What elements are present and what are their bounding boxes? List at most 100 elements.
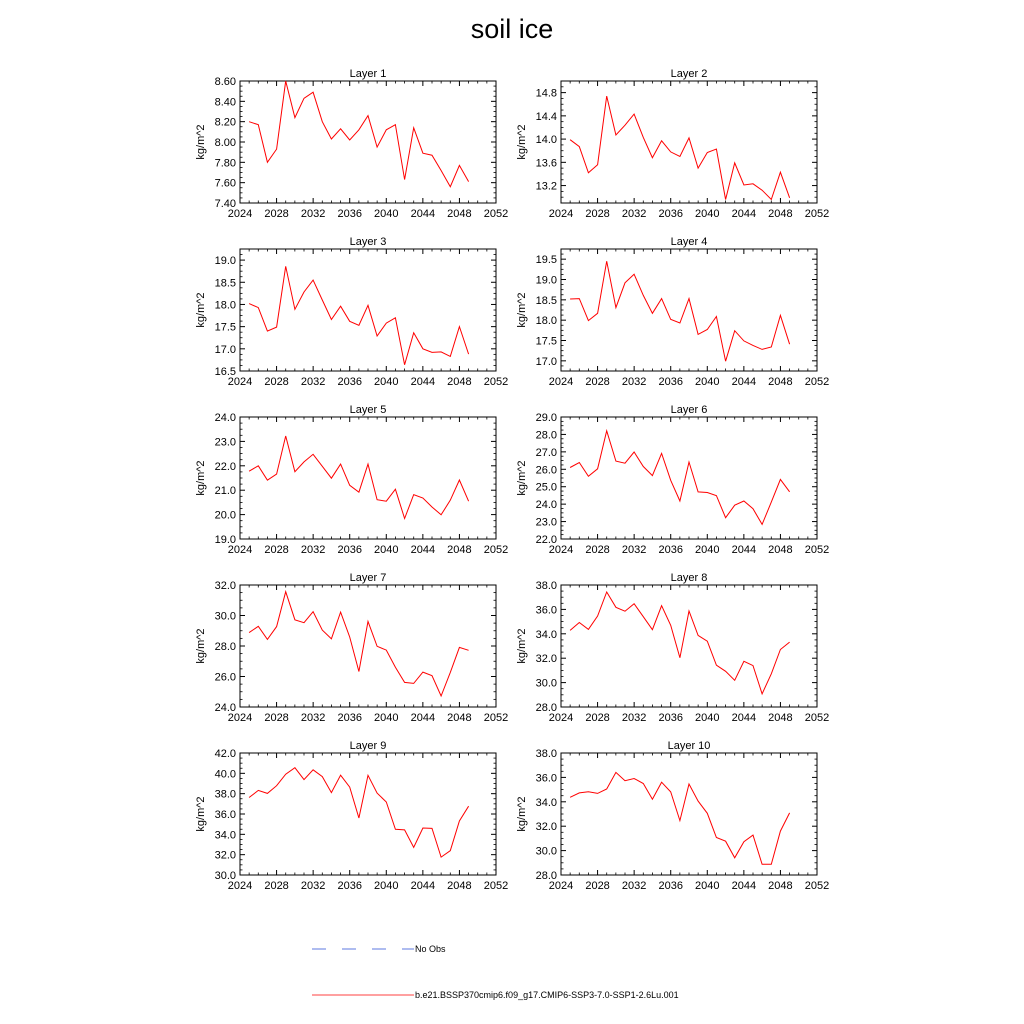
x-tick-label: 2040 xyxy=(695,544,719,556)
panel-title: Layer 4 xyxy=(671,236,708,248)
plot-frame xyxy=(239,416,497,540)
x-tick-label: 2048 xyxy=(447,880,471,892)
y-tick-label: 22.0 xyxy=(536,534,557,546)
x-tick-label: 2052 xyxy=(484,712,508,724)
panel-title: Layer 1 xyxy=(350,68,387,80)
x-tick-label: 2052 xyxy=(805,880,829,892)
x-tick-label: 2028 xyxy=(264,880,288,892)
panel-title: Layer 9 xyxy=(350,740,387,752)
panel-title: Layer 7 xyxy=(350,572,387,584)
plot-frame xyxy=(560,752,818,876)
chart-panel: Layer 8 2024 2028 2032 2036 2040 2044 2048 2052 2… xyxy=(516,572,829,724)
plot-frame xyxy=(239,584,497,708)
y-axis-label: kg/m^2 xyxy=(195,796,207,831)
y-tick-label: 30.0 xyxy=(536,678,557,690)
y-tick-label: 17.0 xyxy=(536,356,557,368)
x-tick-label: 2052 xyxy=(805,544,829,556)
x-tick-label: 2052 xyxy=(484,544,508,556)
x-tick-label: 2040 xyxy=(374,208,398,220)
y-axis-label: kg/m^2 xyxy=(195,628,207,663)
x-tick-label: 2028 xyxy=(585,544,609,556)
chart-panel: Layer 10 2024 2028 2032 2036 2040 2044 2048 2052… xyxy=(516,740,829,892)
y-axis-label: kg/m^2 xyxy=(516,628,528,663)
y-tick-label: 16.5 xyxy=(215,366,236,378)
series-line xyxy=(248,80,470,188)
y-tick-label: 40.0 xyxy=(215,768,236,780)
plot-frame xyxy=(560,416,818,540)
figure-title: soil ice xyxy=(470,14,554,44)
x-tick-label: 2032 xyxy=(622,544,646,556)
y-tick-label: 17.5 xyxy=(536,336,557,348)
x-tick-label: 2052 xyxy=(805,376,829,388)
panel-title: Layer 8 xyxy=(671,572,708,584)
y-tick-label: 26.0 xyxy=(215,672,236,684)
y-tick-label: 24.0 xyxy=(215,412,236,424)
plot-frame xyxy=(239,752,497,876)
y-tick-label: 26.0 xyxy=(536,464,557,476)
y-axis-label: kg/m^2 xyxy=(516,460,528,495)
y-tick-label: 18.0 xyxy=(536,315,557,327)
x-tick-label: 2036 xyxy=(337,544,361,556)
x-tick-label: 2032 xyxy=(622,376,646,388)
x-tick-label: 2028 xyxy=(264,376,288,388)
x-tick-label: 2028 xyxy=(585,208,609,220)
x-tick-label: 2036 xyxy=(337,376,361,388)
x-tick-label: 2024 xyxy=(228,880,252,892)
x-tick-label: 2028 xyxy=(585,712,609,724)
chart-panel: Layer 9 2024 2028 2032 2036 2040 2044 2048 2052 3… xyxy=(195,740,508,892)
series-line xyxy=(248,435,470,521)
x-tick-label: 2044 xyxy=(411,208,435,220)
x-tick-label: 2032 xyxy=(301,880,325,892)
y-tick-label: 19.5 xyxy=(536,254,557,266)
chart-panel: Layer 7 2024 2028 2032 2036 2040 2044 2048 2052 2… xyxy=(195,572,508,724)
x-tick-label: 2036 xyxy=(337,208,361,220)
y-tick-label: 18.0 xyxy=(215,299,236,311)
y-tick-label: 32.0 xyxy=(536,653,557,665)
y-axis-label: kg/m^2 xyxy=(195,292,207,327)
plot-frame xyxy=(239,248,497,372)
x-tick-label: 2024 xyxy=(228,376,252,388)
y-tick-label: 14.8 xyxy=(536,88,557,100)
y-tick-label: 18.5 xyxy=(215,277,236,289)
y-tick-label: 8.40 xyxy=(215,96,236,108)
y-tick-label: 28.0 xyxy=(536,702,557,714)
x-tick-label: 2028 xyxy=(264,208,288,220)
y-tick-label: 17.5 xyxy=(215,322,236,334)
x-tick-label: 2040 xyxy=(695,208,719,220)
y-tick-label: 32.0 xyxy=(536,821,557,833)
x-tick-label: 2028 xyxy=(264,712,288,724)
x-tick-label: 2036 xyxy=(658,376,682,388)
x-tick-label: 2036 xyxy=(658,880,682,892)
y-tick-label: 32.0 xyxy=(215,850,236,862)
x-tick-label: 2036 xyxy=(337,880,361,892)
y-tick-label: 7.60 xyxy=(215,178,236,190)
series-line xyxy=(248,589,469,698)
x-tick-label: 2040 xyxy=(695,880,719,892)
x-tick-label: 2044 xyxy=(732,544,756,556)
x-tick-label: 2036 xyxy=(658,544,682,556)
y-tick-label: 8.60 xyxy=(215,76,236,88)
y-tick-label: 32.0 xyxy=(215,580,236,592)
x-tick-label: 2036 xyxy=(658,712,682,724)
x-tick-label: 2040 xyxy=(695,376,719,388)
x-tick-label: 2024 xyxy=(549,208,573,220)
x-tick-label: 2032 xyxy=(622,880,646,892)
y-axis-label: kg/m^2 xyxy=(516,796,528,831)
x-tick-label: 2052 xyxy=(484,880,508,892)
series-line xyxy=(569,428,791,526)
y-tick-label: 28.0 xyxy=(536,429,557,441)
x-tick-label: 2048 xyxy=(768,880,792,892)
x-tick-label: 2040 xyxy=(374,376,398,388)
chart-panel: Layer 5 2024 2028 2032 2036 2040 2044 2048 2052 1… xyxy=(195,404,508,556)
x-tick-label: 2036 xyxy=(658,208,682,220)
x-tick-label: 2032 xyxy=(301,376,325,388)
y-axis-label: kg/m^2 xyxy=(516,292,528,327)
y-tick-label: 22.0 xyxy=(215,461,236,473)
chart-panel: Layer 3 2024 2028 2032 2036 2040 2044 2048 2052 1… xyxy=(195,236,508,388)
panel-title: Layer 2 xyxy=(671,68,708,80)
y-tick-label: 19.0 xyxy=(215,255,236,267)
x-tick-label: 2032 xyxy=(301,712,325,724)
y-tick-label: 8.00 xyxy=(215,137,236,149)
y-tick-label: 28.0 xyxy=(215,641,236,653)
panel-title: Layer 3 xyxy=(350,236,387,248)
